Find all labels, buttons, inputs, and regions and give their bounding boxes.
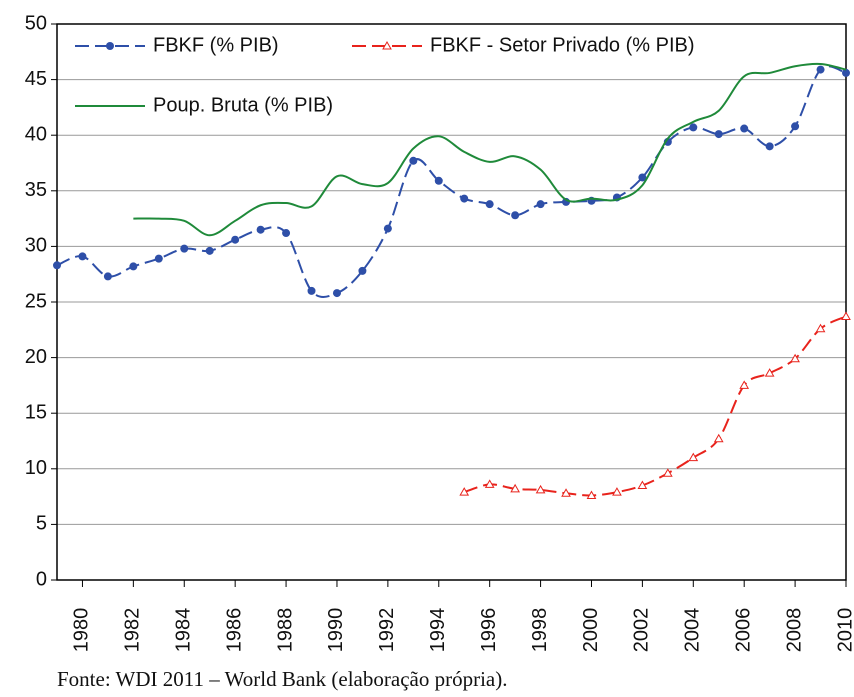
plot-frame	[56, 23, 847, 581]
point	[536, 200, 545, 209]
y-tick-label: 20	[25, 346, 47, 368]
point	[740, 124, 749, 133]
point	[358, 266, 367, 275]
x-tick-label: 1996	[478, 608, 500, 653]
point	[638, 173, 647, 182]
point	[78, 252, 87, 261]
y-tick-label: 45	[25, 68, 47, 90]
point	[484, 479, 495, 488]
x-tick-label: 1984	[173, 608, 195, 653]
y-tick-label: 10	[25, 457, 47, 479]
x-tick-label: 2004	[682, 608, 704, 653]
y-tick-label: 50	[25, 12, 47, 34]
x-tick-label: 1994	[427, 608, 449, 653]
y-tick-label: 0	[36, 568, 47, 590]
point	[739, 380, 750, 389]
point	[53, 261, 61, 270]
point	[561, 488, 571, 497]
x-tick-label: 2000	[580, 608, 602, 653]
y-tick-label: 30	[25, 235, 47, 257]
y-tick-label: 25	[25, 290, 47, 312]
point	[307, 286, 316, 295]
x-tick-label: 1982	[122, 608, 144, 653]
y-tick-label: 35	[25, 179, 47, 201]
point	[765, 142, 774, 151]
point	[714, 130, 723, 139]
x-tick-label: 2008	[783, 608, 805, 653]
x-tick-label: 1992	[376, 608, 398, 653]
point	[434, 176, 443, 185]
point	[816, 65, 825, 74]
point	[713, 433, 724, 443]
point	[637, 480, 648, 489]
point	[842, 68, 850, 77]
point	[256, 225, 265, 234]
point	[332, 289, 341, 298]
legend-marker	[106, 42, 114, 50]
x-tick-label: 1998	[529, 608, 551, 653]
point	[205, 246, 214, 255]
point	[586, 490, 597, 499]
x-tick-label: 1988	[274, 608, 296, 653]
legend-marker	[382, 40, 392, 50]
point	[689, 123, 698, 132]
point	[282, 229, 291, 238]
y-tick-label: 40	[25, 123, 47, 145]
point	[154, 254, 163, 263]
x-tick-label: 1990	[325, 608, 347, 653]
point	[103, 272, 112, 281]
point	[460, 194, 469, 203]
point	[231, 235, 240, 244]
point	[409, 156, 418, 165]
point	[688, 452, 699, 462]
point	[764, 368, 775, 377]
point	[129, 262, 138, 271]
x-tick-label: 2006	[732, 608, 754, 653]
x-tick-label: 2002	[631, 608, 653, 653]
series-line	[463, 315, 847, 497]
point	[180, 244, 189, 253]
y-tick-label: 15	[25, 401, 47, 423]
y-tick-label: 5	[36, 513, 47, 535]
point	[459, 487, 470, 496]
x-tick-label: 1986	[223, 608, 245, 653]
point	[383, 224, 392, 233]
point	[841, 311, 851, 320]
point	[790, 353, 800, 363]
point	[791, 122, 800, 131]
point	[485, 200, 494, 209]
point	[612, 487, 622, 496]
legend-label: FBKF (% PIB)	[153, 34, 279, 56]
point	[662, 468, 673, 477]
x-tick-label: 2010	[834, 608, 854, 653]
legend-label: Poup. Bruta (% PIB)	[153, 94, 333, 116]
point	[510, 483, 520, 493]
point	[815, 323, 826, 333]
x-tick-label: 1980	[71, 608, 93, 653]
legend-label: FBKF - Setor Privado (% PIB)	[430, 34, 695, 56]
point	[511, 211, 520, 220]
point	[535, 484, 546, 494]
series-line	[133, 62, 847, 237]
source-note: Fonte: WDI 2011 – World Bank (elaboração…	[57, 667, 507, 691]
